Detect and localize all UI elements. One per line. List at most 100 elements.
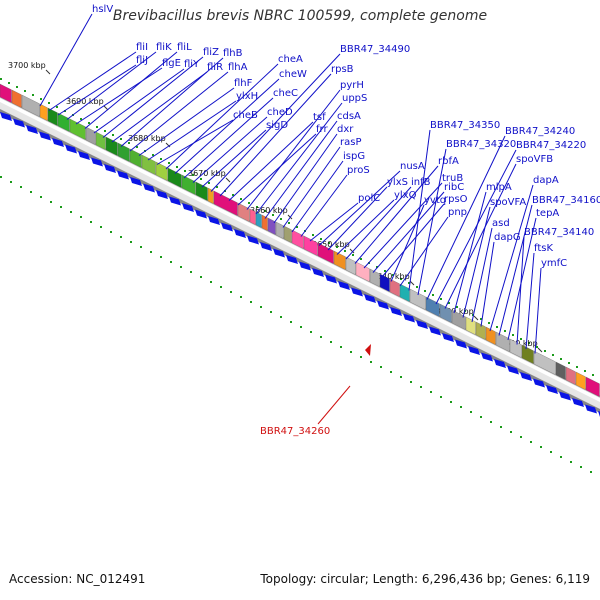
feature-block: [283, 225, 292, 243]
gc-dot-upper: [184, 170, 186, 172]
gene-label-ylxQ: ylxQ: [394, 190, 417, 201]
gene-label-rpsO: rpsO: [444, 194, 468, 205]
gene-label-pnp: pnp: [448, 207, 467, 218]
gc-dot-lower: [40, 196, 42, 198]
gc-dot-upper: [200, 178, 202, 180]
gene-label-pyrH: pyrH: [340, 80, 364, 91]
leader-cdsA: [264, 120, 338, 219]
gc-dot-upper: [16, 86, 18, 88]
feature-block: [167, 167, 182, 188]
gc-dot-lower: [310, 331, 312, 333]
cds-arrow: [520, 372, 532, 381]
feature-block: [0, 83, 12, 103]
cds-arrow: [546, 385, 558, 394]
cds-arrow: [156, 190, 168, 199]
leader-asd: [471, 227, 493, 323]
genome-title: Brevibacillus brevis NBRC 100599, comple…: [112, 8, 488, 24]
gene-label-rasP: rasP: [340, 137, 361, 148]
gc-dot-lower: [230, 291, 232, 293]
feature-block: [451, 309, 466, 330]
gc-dot-upper: [32, 94, 34, 96]
feature-block: [439, 303, 452, 323]
leader-dapA: [489, 184, 534, 332]
gc-dot-lower: [500, 426, 502, 428]
feature-block: [345, 256, 356, 275]
gc-dot-lower: [50, 201, 52, 203]
cds-arrow: [234, 229, 246, 238]
gc-dot-upper: [528, 342, 530, 344]
cds-arrow: [429, 326, 441, 336]
gc-dot-upper: [384, 270, 386, 272]
leader-ribC: [372, 191, 445, 273]
gc-dot-upper: [512, 334, 514, 336]
feature-block: [495, 331, 510, 352]
feature-block: [369, 268, 380, 287]
cds-arrow: [78, 151, 90, 160]
gene-label-spoVFA: spoVFA: [490, 197, 526, 208]
feature-blocks: [0, 83, 600, 397]
gene-label-spoVFB: spoVFB: [516, 154, 553, 165]
feature-block: [409, 288, 426, 310]
cds-arrow: [312, 268, 324, 277]
gene-label-cdsA: cdsA: [337, 111, 361, 122]
cds-arrow: [273, 248, 285, 258]
leader-pnp: [399, 216, 449, 287]
gene-label-cheA: cheA: [278, 54, 303, 65]
gene-label-ftsK: ftsK: [534, 243, 553, 254]
gc-dot-lower: [210, 281, 212, 283]
leader-fliR: [111, 71, 208, 143]
gc-dot-upper: [80, 118, 82, 120]
leader-ispG: [291, 160, 344, 233]
leader-ftsK: [525, 252, 535, 350]
gc-dot-upper: [496, 326, 498, 328]
gene-label-mlpA: mlpA: [486, 182, 512, 193]
feature-block: [47, 107, 58, 126]
gc-dot-lower: [240, 296, 242, 298]
gc-dot-upper: [136, 146, 138, 148]
gc-dot-lower: [550, 451, 552, 453]
gc-dot-upper: [520, 338, 522, 340]
scale-tick: [537, 347, 543, 353]
gc-dot-lower: [530, 441, 532, 443]
gc-dot-lower: [510, 431, 512, 433]
feature-block: [267, 217, 276, 235]
leader-rpsO: [381, 203, 445, 278]
gene-label-leaders: [39, 13, 542, 354]
gc-dot-upper: [160, 158, 162, 160]
feature-block: [425, 296, 440, 317]
cds-arrow: [0, 112, 12, 121]
gc-dot-lower: [280, 316, 282, 318]
scale-label: 3690 kbp: [66, 97, 104, 106]
gene-label-flhA: flhA: [228, 62, 248, 73]
leader-flgE: [75, 67, 163, 125]
cds-arrow: [507, 365, 519, 375]
gene-label-BBR47_34320: BBR47_34320: [446, 139, 516, 150]
feature-block: [85, 126, 96, 145]
scale-label: 3680 kbp: [128, 134, 166, 143]
gc-dot-upper: [216, 186, 218, 188]
leader-ylxQ: [336, 199, 395, 255]
gc-dot-lower: [580, 466, 582, 468]
leader-hslV: [39, 13, 93, 107]
cds-arrow: [468, 346, 480, 355]
leader-fliK: [66, 51, 157, 120]
gc-dot-lower: [170, 261, 172, 263]
cds-arrow: [533, 378, 545, 388]
cds-arrow: [559, 391, 571, 401]
feature-block: [291, 229, 304, 249]
gc-dot-upper: [40, 98, 42, 100]
cds-arrow: [481, 352, 493, 362]
feature-block: [575, 371, 586, 390]
gc-dot-lower: [180, 266, 182, 268]
gene-label-tsf: tsf: [313, 112, 326, 123]
gene-label-tepA: tepA: [536, 208, 559, 219]
gc-dot-lower: [90, 221, 92, 223]
leader-proS: [300, 174, 348, 237]
gc-dot-upper: [584, 370, 586, 372]
cds-arrow: [13, 118, 25, 128]
gene-label-dapA: dapA: [533, 175, 559, 186]
gc-dot-lower: [20, 186, 22, 188]
cds-arrow: [455, 339, 467, 349]
selected-gene-arrowhead: [365, 344, 371, 356]
